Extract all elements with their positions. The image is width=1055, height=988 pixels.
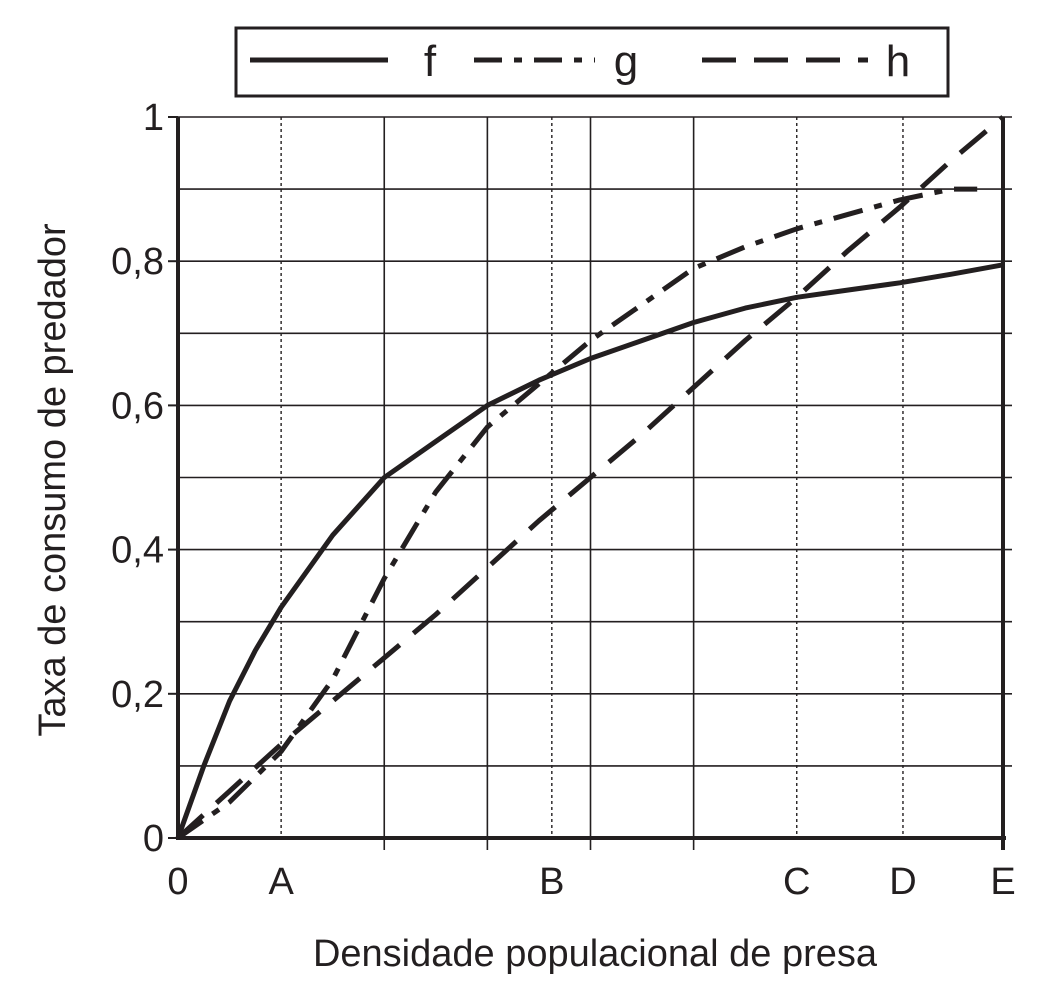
x-tick-label: D <box>889 861 916 903</box>
y-axis-title: Taxa de consumo de predador <box>32 223 74 737</box>
x-axis-title: Densidade populacional de presa <box>313 933 878 975</box>
y-tick-label: 0,2 <box>111 674 164 716</box>
y-tick-label: 0 <box>143 818 164 860</box>
y-tick-label: 0,6 <box>111 385 164 427</box>
tick-labels: 0 0,2 0,4 0,6 0,8 1 0 A B C D E <box>111 97 1016 903</box>
legend-label-h: h <box>886 37 910 86</box>
legend: f g h <box>234 26 950 98</box>
x-tick-label: B <box>539 861 564 903</box>
series-line-g <box>176 186 978 841</box>
series-line-h <box>176 115 1005 840</box>
legend-label-g: g <box>614 37 638 86</box>
y-tick-label: 1 <box>143 97 164 139</box>
x-tick-label: C <box>783 861 810 903</box>
y-tick-label: 0,4 <box>111 530 164 572</box>
x-tick-label: A <box>268 861 294 903</box>
y-tick-label: 0,8 <box>111 241 164 283</box>
axes <box>176 117 1006 840</box>
grid <box>178 116 1012 850</box>
x-tick-label: E <box>990 861 1015 903</box>
series-line-f <box>175 262 1004 839</box>
legend-label-f: f <box>424 37 437 86</box>
x-tick-label: 0 <box>167 861 188 903</box>
series <box>175 115 1005 841</box>
